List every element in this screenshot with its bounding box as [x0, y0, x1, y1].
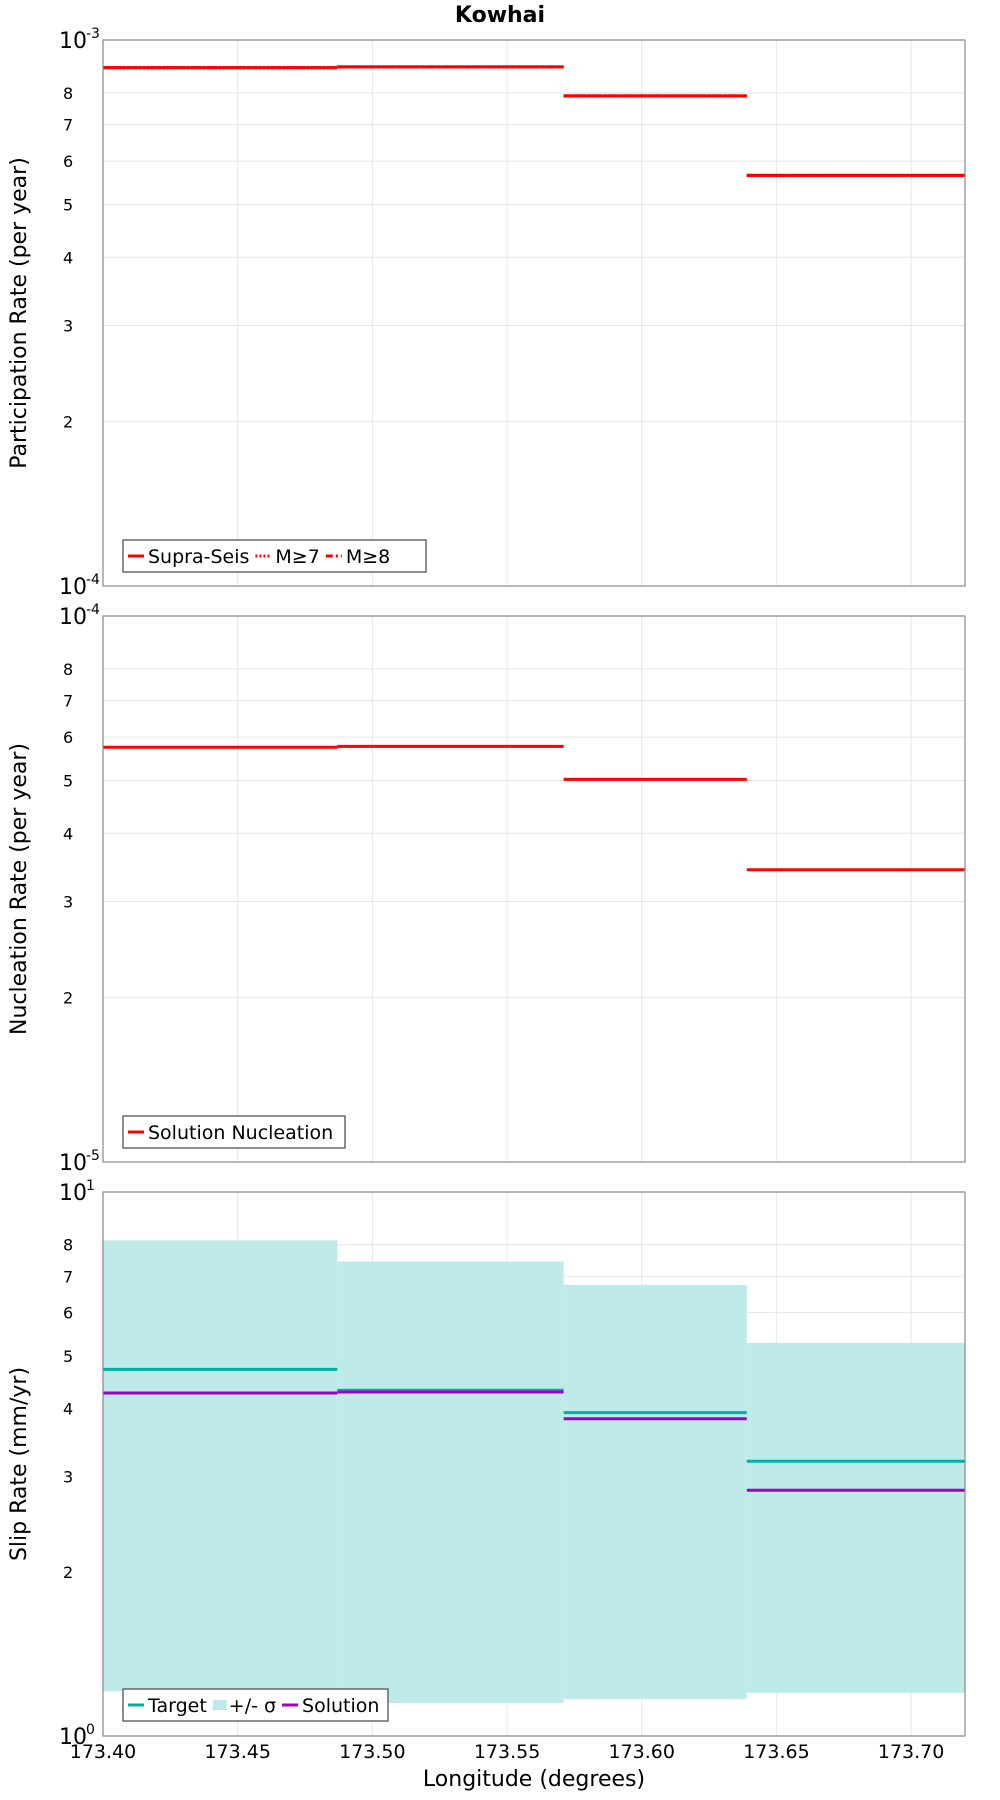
- x-tick-label: 173.40: [70, 1741, 136, 1763]
- y-tick-label: 4: [63, 248, 73, 267]
- y-major-tick-label: 10: [59, 1725, 87, 1750]
- y-tick-label: 5: [63, 195, 73, 214]
- y-major-tick-label: 10: [59, 605, 87, 630]
- y-tick-label: 4: [63, 824, 73, 843]
- y-tick-label: 2: [63, 413, 73, 432]
- legend: Target +/- σ Solution: [122, 1688, 389, 1722]
- plot-area: [103, 40, 965, 586]
- x-tick-label: 173.50: [339, 1741, 405, 1763]
- legend-box: [122, 539, 427, 573]
- y-major-tick-label: 10: [59, 29, 87, 54]
- y-major-tick-label: 10: [59, 1181, 87, 1206]
- legend-label: M≥7: [275, 546, 319, 568]
- x-axis-label: Longitude (degrees): [423, 1767, 645, 1792]
- y-tick-label: 3: [63, 316, 73, 335]
- y-axis-label: Slip Rate (mm/yr): [7, 1367, 32, 1561]
- y-major-tick-exponent: -4: [86, 572, 100, 588]
- y-major-tick-label: 10: [59, 575, 87, 600]
- band-segment: [103, 1240, 338, 1691]
- plot-frame: [102, 39, 966, 587]
- chart-title: Kowhai: [455, 3, 545, 28]
- y-major-tick-exponent: 1: [86, 1178, 95, 1194]
- plot-area: [103, 616, 965, 1162]
- band-segment: [746, 1342, 965, 1693]
- legend-label: Supra-Seis: [148, 546, 249, 568]
- y-tick-label: 6: [63, 152, 73, 171]
- x-tick-label: 173.70: [878, 1741, 944, 1763]
- y-tick-label: 5: [63, 771, 73, 790]
- legend-box: [122, 1688, 389, 1722]
- y-tick-label: 3: [63, 1467, 73, 1486]
- x-tick-label: 173.65: [743, 1741, 809, 1763]
- legend-label: Target: [147, 1695, 207, 1717]
- legend: Supra-Seis M≥7 M≥8: [122, 539, 427, 573]
- y-axis-label: Nucleation Rate (per year): [7, 743, 32, 1035]
- legend-label: M≥8: [346, 546, 390, 568]
- y-tick-label: 5: [63, 1347, 73, 1366]
- y-tick-label: 7: [63, 692, 73, 711]
- legend-swatch: [212, 1700, 227, 1710]
- band-segment: [337, 1261, 564, 1703]
- y-tick-label: 2: [63, 989, 73, 1008]
- plot-frame: [102, 615, 966, 1163]
- y-tick-label: 6: [63, 728, 73, 747]
- y-major-tick-exponent: -5: [86, 1148, 100, 1164]
- y-tick-label: 7: [63, 1267, 73, 1286]
- y-tick-label: 8: [63, 84, 73, 103]
- x-tick-label: 173.55: [474, 1741, 540, 1763]
- plot-frame: [102, 1191, 966, 1737]
- y-major-tick-exponent: 0: [86, 1722, 95, 1738]
- y-major-tick-label: 10: [59, 1151, 87, 1176]
- y-tick-label: 8: [63, 660, 73, 679]
- legend-label: Solution Nucleation: [148, 1122, 333, 1144]
- band-segment: [563, 1284, 747, 1699]
- legend-label: +/- σ: [229, 1695, 276, 1717]
- y-tick-label: 8: [63, 1236, 73, 1255]
- legend-label: Solution: [302, 1695, 379, 1717]
- legend-box: [122, 1115, 346, 1149]
- y-tick-label: 7: [63, 116, 73, 135]
- y-tick-label: 4: [63, 1399, 73, 1418]
- legend: Solution Nucleation: [122, 1115, 346, 1149]
- y-major-tick-exponent: -3: [86, 26, 100, 42]
- y-tick-label: 2: [63, 1563, 73, 1582]
- y-major-tick-exponent: -4: [86, 602, 100, 618]
- y-tick-label: 6: [63, 1304, 73, 1323]
- x-tick-label: 173.60: [609, 1741, 675, 1763]
- y-axis-label: Participation Rate (per year): [7, 157, 32, 469]
- y-tick-label: 3: [63, 892, 73, 911]
- x-tick-label: 173.45: [204, 1741, 270, 1763]
